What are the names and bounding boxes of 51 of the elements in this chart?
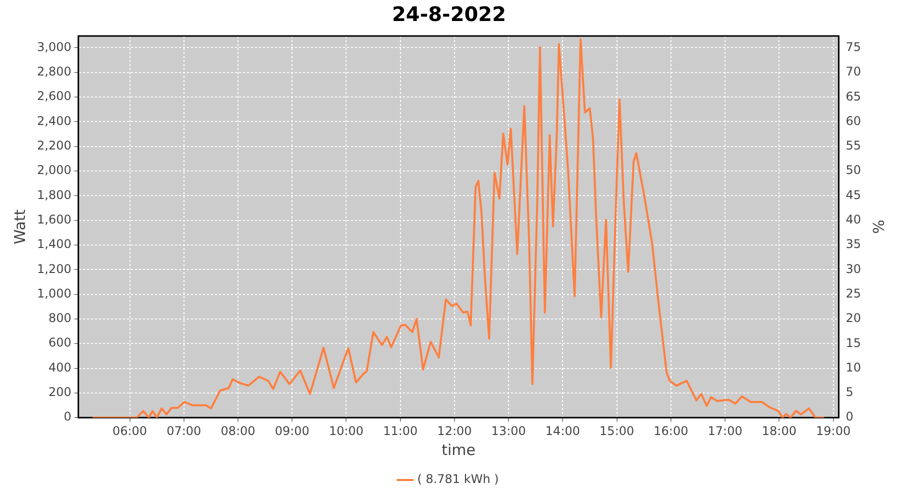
y-tick-label: 400 xyxy=(48,360,72,374)
y2-tick-label: 35 xyxy=(846,237,862,252)
y-tick-label: 200 xyxy=(48,385,72,400)
y-tick-label: 800 xyxy=(48,311,72,326)
y2-tick-label: 45 xyxy=(846,188,862,202)
y2-axis-title: % xyxy=(869,220,888,234)
y-tick-label: 2,800 xyxy=(36,64,72,78)
y-tick-label: 1,400 xyxy=(36,237,72,252)
y-tick-label: 1,600 xyxy=(36,212,72,226)
chart-title: 24-8-2022 xyxy=(392,2,506,26)
x-axis-title: time xyxy=(442,440,476,459)
x-tick-label: 19:00 xyxy=(816,424,851,438)
x-tick-label: 16:00 xyxy=(654,424,688,438)
y2-tick-label: 60 xyxy=(846,114,862,128)
y-tick-label: 600 xyxy=(48,336,72,350)
y-tick-label: 0 xyxy=(64,410,72,424)
x-tick-label: 12:00 xyxy=(437,424,472,438)
y2-tick-label: 40 xyxy=(846,212,862,227)
x-tick-label: 15:00 xyxy=(600,424,634,438)
y2-tick-label: 70 xyxy=(846,64,862,79)
y2-tick-label: 25 xyxy=(846,286,862,300)
y2-tick-label: 5 xyxy=(846,385,854,400)
x-tick-label: 13:00 xyxy=(491,424,526,438)
y-tick-label: 1,800 xyxy=(36,188,72,202)
y2-tick-label: 15 xyxy=(846,336,862,350)
legend-label: ( 8.781 kWh ) xyxy=(417,472,499,486)
y2-tick-label: 75 xyxy=(846,40,862,54)
y-tick-label: 3,000 xyxy=(36,40,72,54)
x-tick-label: 08:00 xyxy=(220,424,256,438)
y-tick-label: 2,200 xyxy=(36,138,72,152)
y2-tick-label: 65 xyxy=(846,89,862,104)
y2-tick-label: 0 xyxy=(846,410,854,424)
y2-tick-label: 55 xyxy=(846,138,862,153)
y2-tick-label: 20 xyxy=(846,311,862,326)
y2-tick-label: 10 xyxy=(846,360,862,374)
y2-tick-label: 30 xyxy=(846,262,862,276)
y-tick-label: 2,400 xyxy=(36,114,72,128)
x-tick-label: 18:00 xyxy=(762,424,796,438)
y-tick-label: 1,200 xyxy=(36,262,72,276)
y-tick-label: 2,000 xyxy=(36,163,72,178)
x-tick-label: 07:00 xyxy=(166,424,202,438)
x-tick-label: 09:00 xyxy=(274,424,310,438)
y-tick-label: 2,600 xyxy=(36,89,72,104)
y-axis-title: Watt xyxy=(10,209,29,244)
x-tick-label: 17:00 xyxy=(708,424,742,438)
y-tick-label: 1,000 xyxy=(36,286,72,300)
y2-tick-label: 50 xyxy=(846,163,862,178)
x-tick-label: 10:00 xyxy=(328,424,364,438)
x-tick-label: 14:00 xyxy=(545,424,580,438)
x-tick-label: 06:00 xyxy=(112,424,148,438)
x-tick-label: 11:00 xyxy=(383,424,418,438)
